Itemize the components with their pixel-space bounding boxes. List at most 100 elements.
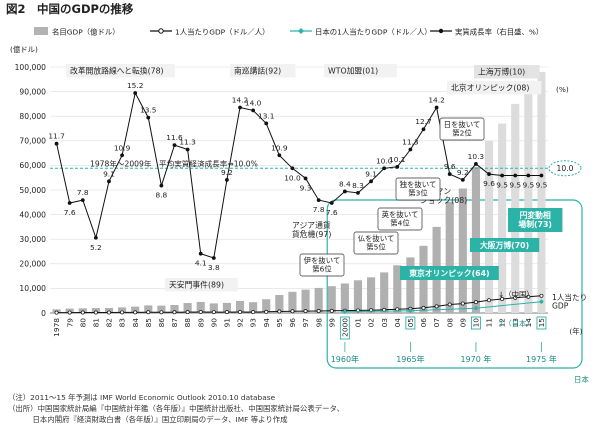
y-tick-label: 10,000 xyxy=(19,284,46,293)
growth-data-label: 9.6 xyxy=(483,179,495,188)
overtake-callout-box xyxy=(353,231,399,255)
per-capita-china-point xyxy=(251,310,256,315)
x-tick-label: 91 xyxy=(223,318,232,328)
growth-point xyxy=(329,201,334,205)
x-tick-highlight xyxy=(470,316,481,330)
growth-point xyxy=(487,172,491,176)
overtake-callout: 独を抜いて第3位 xyxy=(400,180,437,198)
average-badge-label: 10.0 xyxy=(557,164,574,173)
gdp-bar xyxy=(537,71,546,313)
source-notes: （注）2011～15 年予測は IMF World Economic Outlo… xyxy=(8,392,344,425)
x-tick-label: 1978 xyxy=(52,318,61,337)
y-tick-label: 30,000 xyxy=(19,235,46,244)
per-capita-china-point xyxy=(447,302,452,307)
growth-data-label: 14.2 xyxy=(232,96,248,105)
y-right-label: (%) xyxy=(556,85,569,94)
event-label-box xyxy=(66,64,175,78)
per-capita-china-point xyxy=(238,310,242,314)
growth-line xyxy=(56,91,542,259)
gdp-bar xyxy=(524,89,533,313)
per-capita-china-line xyxy=(56,295,542,314)
x-tick-label: 2000 xyxy=(340,318,349,337)
growth-data-label: 8.3 xyxy=(352,181,364,190)
per-capita-china-point xyxy=(224,310,229,315)
japan-event-label: 大阪万博(70) xyxy=(480,240,529,250)
per-capita-china-point xyxy=(473,300,478,305)
growth-data-label: 7.6 xyxy=(326,208,338,217)
gdp-bar xyxy=(183,303,192,313)
gdp-bar xyxy=(131,306,140,313)
per-capita-end-label: 1人当たり GDP xyxy=(552,292,587,311)
growth-data-label: 10.9 xyxy=(271,143,288,152)
x-tick-label: 81 xyxy=(91,318,100,328)
y-tick-label: 0 xyxy=(41,309,46,318)
gdp-bar xyxy=(209,303,218,313)
gdp-bar xyxy=(314,287,323,313)
japan-box-label: 日本 xyxy=(574,374,590,384)
gdp-bar xyxy=(340,283,349,313)
average-badge xyxy=(548,160,582,177)
per-capita-china-point xyxy=(526,294,531,299)
growth-point xyxy=(290,166,295,171)
growth-point xyxy=(316,198,321,203)
event-label-box xyxy=(165,278,238,292)
growth-point xyxy=(67,201,72,205)
growth-point xyxy=(251,108,256,113)
x-tick-label: 07 xyxy=(432,318,441,328)
per-capita-china-point xyxy=(303,309,308,314)
legend-bar-swatch xyxy=(34,27,48,35)
event-label: 南巡講話(92) xyxy=(234,65,281,75)
x-tick-label: 01 xyxy=(354,318,363,328)
overtake-callout: 英を抜いて第4位 xyxy=(382,210,419,228)
legend-growth-marker xyxy=(438,28,444,34)
per-capita-china-point xyxy=(107,310,111,315)
y-tick-label: 20,000 xyxy=(19,260,46,269)
x-tick-highlight xyxy=(339,316,350,340)
gdp-bar xyxy=(170,305,179,313)
gdp-bar xyxy=(288,291,297,313)
per-capita-china-point xyxy=(421,305,426,310)
x-tick-label: 14 xyxy=(524,318,533,328)
growth-point xyxy=(342,189,347,194)
x-tick-label: 79 xyxy=(65,318,74,328)
gdp-bar xyxy=(380,272,389,313)
per-capita-china-point xyxy=(185,310,190,315)
x-tick-label: 83 xyxy=(118,318,127,328)
overtake-callout: 伊を抜いて第6位 xyxy=(304,256,341,274)
growth-data-label: 10.3 xyxy=(468,152,485,161)
growth-point xyxy=(526,173,531,178)
gdp-bar xyxy=(235,300,245,313)
growth-data-label: 9.2 xyxy=(221,168,233,177)
per-capita-china-point xyxy=(146,310,151,315)
legend-growth-label: 実質成長率（右目盛、%） xyxy=(455,28,543,37)
y-tick-label: 70,000 xyxy=(19,137,46,146)
growth-point xyxy=(369,179,373,184)
y-tick-label: 90,000 xyxy=(19,87,46,96)
growth-point xyxy=(264,121,269,126)
growth-data-label: 10.0 xyxy=(376,156,393,165)
per-capita-china-point xyxy=(513,295,518,300)
growth-point xyxy=(356,190,360,195)
per-capita-china-point xyxy=(460,301,465,306)
gdp-bar xyxy=(353,280,363,313)
growth-point xyxy=(460,177,465,182)
growth-point xyxy=(474,162,478,166)
growth-data-label: 14.2 xyxy=(428,96,444,105)
x-tick-label: 94 xyxy=(262,318,271,328)
growth-point xyxy=(159,183,164,188)
growth-data-label: 12.7 xyxy=(415,117,432,126)
event-label: WTO加盟(01) xyxy=(328,65,378,75)
gdp-bar xyxy=(118,307,127,313)
x-tick-label: 97 xyxy=(301,318,310,328)
note-line: （出所）中国国家統計局編『中国統計年鑑（各年版）』中国統計出版社、中国国家統計局… xyxy=(8,404,345,413)
per-capita-china-point xyxy=(500,297,505,301)
growth-point xyxy=(185,147,190,152)
x-tick-label: 98 xyxy=(314,318,323,328)
growth-data-label: 9.1 xyxy=(365,169,377,178)
gdp-bar xyxy=(498,123,507,313)
x-tick-label: 93 xyxy=(249,318,258,328)
japan-event-label: 東京オリンピック(64) xyxy=(409,268,489,278)
gdp-bar xyxy=(445,201,454,313)
